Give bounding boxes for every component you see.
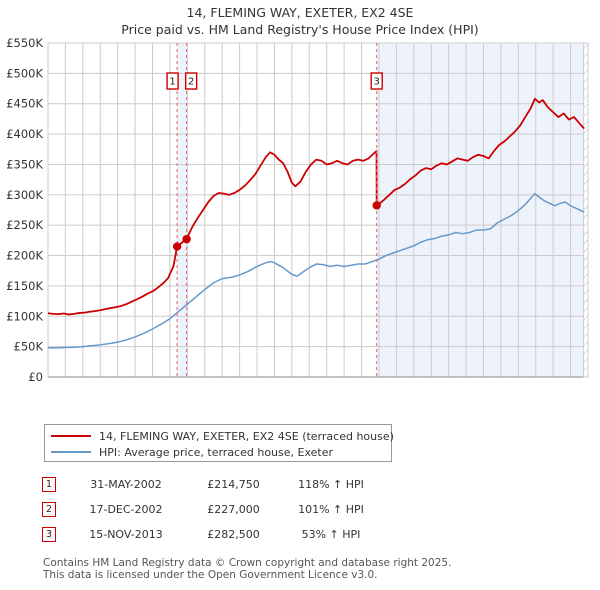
chart-legend: 14, FLEMING WAY, EXETER, EX2 4SE (terrac… xyxy=(44,424,394,462)
svg-text:3: 3 xyxy=(374,77,380,88)
svg-text:2: 2 xyxy=(188,77,194,88)
svg-text:£250K: £250K xyxy=(6,218,43,232)
chart-area: £0 £50K £100K £150K £200K £250K £300K £350K £400… xyxy=(0,38,600,383)
chart-title-block: 14, FLEMING WAY, EXETER, EX2 4SE Price p… xyxy=(0,4,600,38)
table-row: 3 15-NOV-2013 £282,500 53% ↑ HPI xyxy=(42,522,462,547)
svg-text:£450K: £450K xyxy=(6,97,43,111)
svg-text:£350K: £350K xyxy=(6,157,43,171)
row-date: 17-DEC-2002 xyxy=(89,503,163,516)
footer-copyright: Contains HM Land Registry data © Crown c… xyxy=(43,557,452,569)
y-axis-labels: £0 £50K £100K £150K £200K £250K £300K £350K £400… xyxy=(6,38,43,383)
svg-text:£0: £0 xyxy=(28,370,43,383)
legend-label-hpi: HPI: Average price, terraced house, Exet… xyxy=(99,445,334,459)
row-hpi-delta: 53% ↑ HPI xyxy=(301,528,361,541)
row-date: 31-MAY-2002 xyxy=(90,478,162,491)
legend-item-hpi: HPI: Average price, terraced house, Exet… xyxy=(51,444,385,460)
page-subtitle: Price paid vs. HM Land Registry's House … xyxy=(121,22,479,37)
shaded-period-regions xyxy=(177,43,584,377)
legend-swatch-hpi xyxy=(51,451,91,453)
svg-text:£200K: £200K xyxy=(6,249,43,263)
sale-number-badges: 1 2 3 xyxy=(166,72,383,90)
row-index-badge: 3 xyxy=(42,527,56,542)
svg-text:£400K: £400K xyxy=(6,127,43,141)
transactions-table: 1 31-MAY-2002 £214,750 118% ↑ HPI 2 17-D… xyxy=(42,472,462,547)
legend-item-property: 14, FLEMING WAY, EXETER, EX2 4SE (terrac… xyxy=(51,428,394,444)
row-hpi-delta: 101% ↑ HPI xyxy=(298,503,364,516)
price-history-plot: £0 £50K £100K £150K £200K £250K £300K £350K £400… xyxy=(6,38,589,383)
page-title: 14, FLEMING WAY, EXETER, EX2 4SE xyxy=(186,5,414,20)
table-row: 2 17-DEC-2002 £227,000 101% ↑ HPI xyxy=(42,497,462,522)
future-period-hatching xyxy=(583,42,589,378)
footer-licence: This data is licensed under the Open Gov… xyxy=(43,569,378,581)
row-hpi-delta: 118% ↑ HPI xyxy=(298,478,364,491)
row-date: 15-NOV-2013 xyxy=(89,528,163,541)
sale-point-markers xyxy=(172,201,381,251)
row-price: £282,500 xyxy=(207,528,260,541)
row-price: £214,750 xyxy=(207,478,260,491)
svg-text:£300K: £300K xyxy=(6,188,43,202)
svg-text:£150K: £150K xyxy=(6,279,43,293)
svg-text:1: 1 xyxy=(169,77,175,88)
svg-text:£500K: £500K xyxy=(6,66,43,80)
svg-text:£50K: £50K xyxy=(14,340,44,354)
table-row: 1 31-MAY-2002 £214,750 118% ↑ HPI xyxy=(42,472,462,497)
attribution-footer: Contains HM Land Registry data © Crown c… xyxy=(43,557,563,581)
row-index-badge: 2 xyxy=(42,502,56,517)
svg-text:£550K: £550K xyxy=(6,38,43,50)
row-price: £227,000 xyxy=(207,503,260,516)
svg-text:£100K: £100K xyxy=(6,309,43,323)
gridlines xyxy=(47,42,589,378)
series-lines xyxy=(48,97,585,349)
legend-swatch-property xyxy=(51,435,91,437)
sale-event-lines xyxy=(176,43,378,377)
legend-label-property: 14, FLEMING WAY, EXETER, EX2 4SE (terrac… xyxy=(99,429,394,443)
row-index-badge: 1 xyxy=(42,477,56,492)
